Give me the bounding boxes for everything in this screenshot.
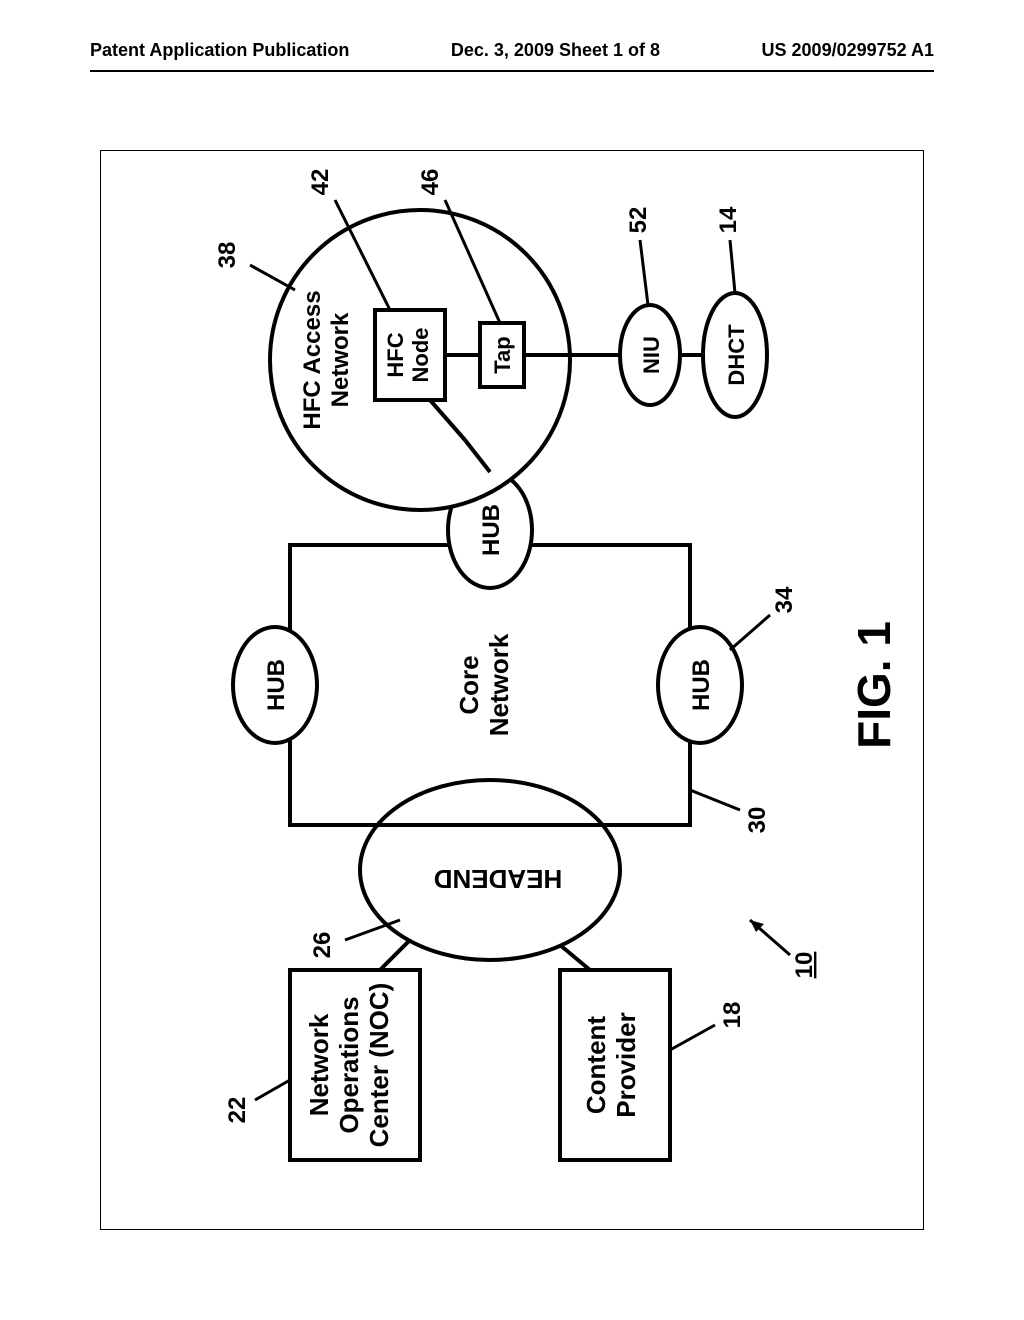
headend-ref: 26 (309, 932, 336, 959)
niu-ref: 52 (625, 207, 652, 234)
figure-label: FIG. 1 (848, 621, 900, 749)
noc-label-l3: Center (NOC) (364, 983, 394, 1148)
header-center: Dec. 3, 2009 Sheet 1 of 8 (451, 40, 660, 61)
content-provider-ref: 18 (719, 1002, 746, 1029)
hfc-node-ref: 42 (307, 169, 334, 196)
niu-label: NIU (639, 336, 664, 374)
core-network-label-l2: Network (484, 633, 514, 736)
noc-label-l1: Network (304, 1013, 334, 1116)
headend-label: HEADEND (434, 864, 563, 894)
header-right: US 2009/0299752 A1 (762, 40, 934, 61)
noc-label-l2: Operations (334, 996, 364, 1133)
dhct-label: DHCT (724, 324, 749, 386)
header-left: Patent Application Publication (90, 40, 349, 61)
hub-right-label: HUB (478, 504, 505, 556)
header-rule (90, 70, 934, 72)
core-network-label-l1: Core (454, 655, 484, 714)
hfc-access-label-l2: Network (327, 312, 354, 407)
core-network-ref: 30 (744, 807, 771, 834)
content-provider-label-l2: Provider (611, 1012, 641, 1118)
network-diagram: Network Operations Center (NOC) 22 Conte… (100, 150, 924, 1230)
hub-bottom-label: HUB (688, 659, 715, 711)
noc-ref: 22 (224, 1097, 251, 1124)
page-header: Patent Application Publication Dec. 3, 2… (0, 40, 1024, 61)
dhct-ref: 14 (715, 206, 742, 233)
hfc-access-label-l1: HFC Access (299, 290, 326, 429)
tap-label: Tap (490, 336, 515, 373)
hfc-access-ref: 38 (214, 242, 241, 269)
system-ref: 10 (791, 952, 818, 979)
hub-bottom-ref: 34 (771, 586, 798, 613)
hfc-node-label-l1: HFC (383, 332, 408, 377)
hfc-node-label-l2: Node (408, 328, 433, 383)
hub-top-label: HUB (263, 659, 290, 711)
content-provider-label-l1: Content (581, 1016, 611, 1115)
tap-ref: 46 (417, 169, 444, 196)
